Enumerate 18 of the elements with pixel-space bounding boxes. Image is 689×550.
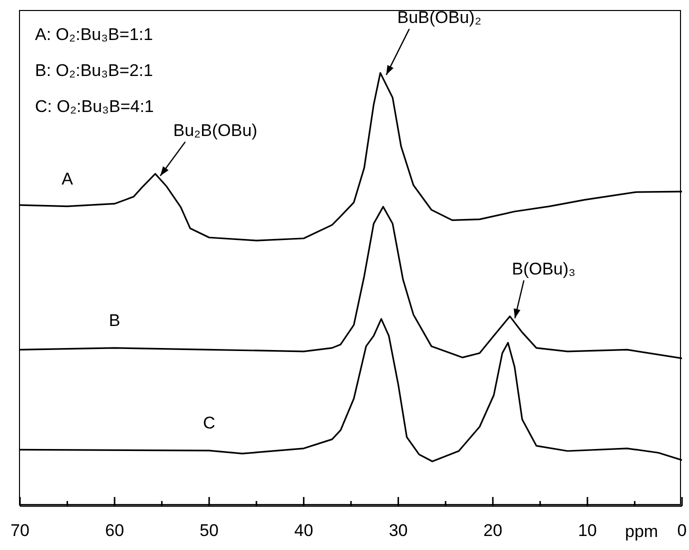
series-label: B [108,310,120,330]
annotation: Bu₂B(OBu) [173,120,258,140]
x-tick-label: 40 [294,521,314,540]
x-tick-label: 30 [388,521,408,540]
annotation: BuB(OBu)₂ [397,8,482,27]
x-tick-label: 70 [10,521,30,540]
x-tick-label: 20 [483,521,502,540]
series-label: A [62,169,74,188]
x-tick-label: 50 [200,521,219,540]
series-label: C [203,414,216,433]
x-tick-label: 10 [578,521,597,540]
annotation: B(OBu)₃ [512,259,576,278]
x-tick-label: 0 [677,521,687,540]
text: A: O₂:Bu₃B=1:1 [35,25,153,44]
annotation: B: O₂:Bu₃B=2:1 [35,61,153,80]
x-tick-label: 60 [105,521,124,540]
x-axis-title: ppm [625,522,658,542]
annotation: C: O₂:Bu₃B=4:1 [35,97,154,116]
